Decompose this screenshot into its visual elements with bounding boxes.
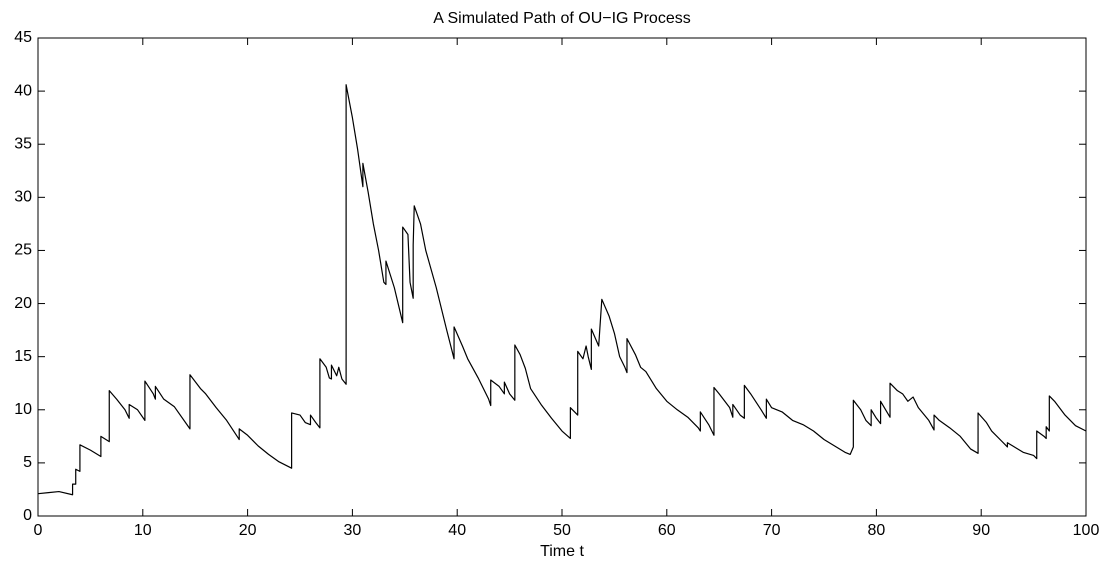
- y-tick-label: 5: [23, 454, 32, 471]
- y-tick-label: 0: [23, 507, 32, 524]
- x-tick-label: 90: [972, 522, 990, 539]
- y-tick-label: 25: [14, 242, 32, 259]
- x-tick-label: 80: [868, 522, 886, 539]
- y-tick-label: 10: [14, 401, 32, 418]
- x-tick-label: 10: [134, 522, 152, 539]
- line-series: [37, 84, 1087, 496]
- y-tick-label: 45: [14, 29, 32, 46]
- x-tick-label: 30: [344, 522, 362, 539]
- y-tick-label: 20: [14, 295, 32, 312]
- x-tick-label: 60: [658, 522, 676, 539]
- x-tick-label: 20: [239, 522, 257, 539]
- x-tick-label: 70: [763, 522, 781, 539]
- y-tick-label: 35: [14, 135, 32, 152]
- y-tick-label: 15: [14, 348, 32, 365]
- y-tick-label: 40: [14, 82, 32, 99]
- x-axis-label: Time t: [540, 543, 584, 560]
- plot-frame: [37, 37, 1087, 517]
- chart-title: A Simulated Path of OU−IG Process: [433, 10, 690, 27]
- x-tick-label: 40: [448, 522, 466, 539]
- x-tick-label: 50: [553, 522, 571, 539]
- x-tick-label: 0: [34, 522, 43, 539]
- y-tick-label: 30: [14, 189, 32, 206]
- x-tick-label: 100: [1073, 522, 1100, 539]
